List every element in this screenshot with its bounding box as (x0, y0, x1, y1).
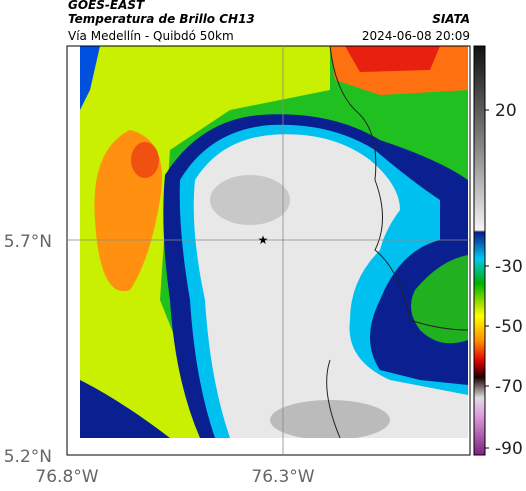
satellite-name: GOES-EAST (68, 0, 145, 12)
cloud-field (80, 380, 170, 438)
colorbar-ticks (485, 109, 489, 449)
lon-label: 76.8°W (35, 467, 98, 487)
lat-label: 5.7°N (4, 232, 52, 252)
colorbar-label: -50 (495, 317, 523, 337)
cold-cloud (210, 175, 290, 225)
lon-label: 76.3°W (251, 467, 314, 487)
colorbar (473, 45, 486, 456)
subtitle: Vía Medellín - Quibdó 50km (68, 29, 234, 43)
cloud-field (345, 46, 440, 72)
location-marker: ★ (258, 233, 269, 247)
border-line (329, 46, 468, 331)
timestamp: 2024-06-08 20:09 (362, 29, 470, 43)
lat-label: 5.2°N (4, 447, 52, 467)
cloud-field (131, 142, 159, 178)
colorbar-label: -90 (495, 439, 523, 459)
cloud-field (80, 46, 100, 110)
satellite-image (80, 46, 468, 438)
cloud-field (411, 255, 468, 344)
colorbar-label: -70 (495, 377, 523, 397)
cold-cloud (270, 400, 390, 438)
border-line (326, 359, 341, 438)
colorbar-label: 20 (495, 101, 517, 121)
map-frame (66, 45, 471, 456)
colorbar-label: -30 (495, 257, 523, 277)
product-name: Temperatura de Brillo CH13 (68, 12, 255, 26)
source: SIATA (432, 12, 470, 26)
